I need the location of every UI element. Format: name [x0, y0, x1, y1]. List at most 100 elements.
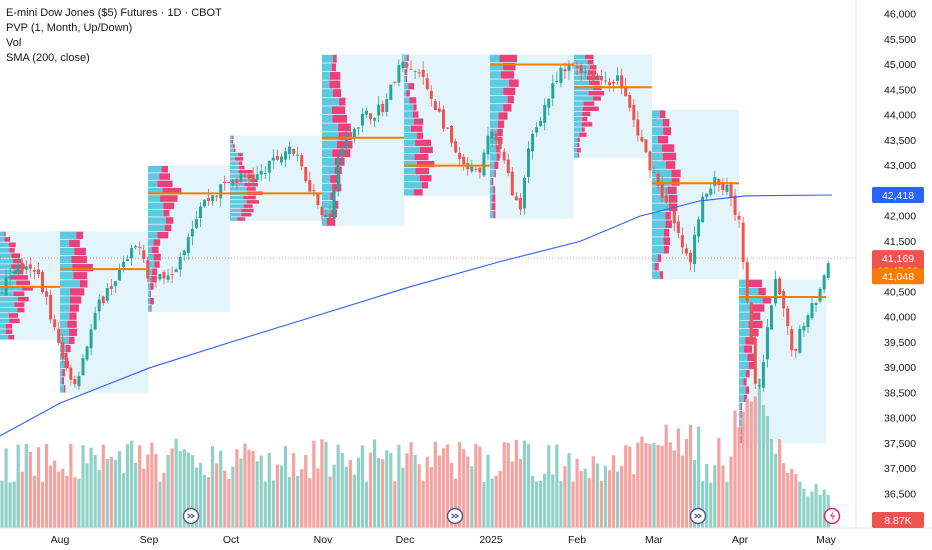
candle-body [360, 113, 364, 126]
candle-body [761, 362, 765, 388]
profile-bar-down [406, 90, 410, 97]
profile-bar-up [230, 157, 235, 161]
volume-bar [753, 396, 757, 528]
profile-bar-up [404, 153, 415, 161]
candle-body [612, 81, 616, 84]
candle-body [818, 288, 822, 302]
candle-body [409, 68, 413, 70]
volume-bar [413, 454, 417, 528]
profile-bar-up [652, 186, 668, 195]
candle-body [231, 180, 235, 185]
candle-body [810, 303, 814, 319]
volume-bar [101, 444, 105, 528]
rollover-arrow-glyph [187, 513, 196, 519]
volume-bar [186, 452, 190, 528]
indicator-sma[interactable]: SMA (200, close) [6, 52, 90, 64]
profile-bar-down [250, 178, 258, 183]
volume-bar [482, 482, 486, 528]
profile-bar-up [574, 60, 588, 65]
volume-bar [130, 440, 134, 528]
profile-bar-down [582, 106, 599, 111]
indicator-vol[interactable]: Vol [6, 37, 22, 49]
profile-bar-down [150, 297, 154, 305]
profile-bar-down [8, 313, 19, 318]
profile-bar-down [231, 139, 234, 144]
sma-price-badge [872, 186, 924, 203]
profile-bar-down [150, 283, 154, 290]
time-axis: Aug Sep Oct Nov Dec 2025 Feb Mar Apr May [51, 534, 837, 546]
volume-bar [121, 473, 126, 528]
price-tick-label: 37,000 [884, 463, 916, 475]
candle-body [522, 178, 526, 209]
candle-body [446, 127, 449, 129]
profile-bar-down [246, 187, 256, 191]
profile-bar-up [652, 211, 666, 220]
profile-bar-up [60, 304, 70, 312]
profile-bar-up [490, 95, 508, 104]
profile-bar-down [69, 239, 80, 248]
volume-bar [336, 444, 340, 528]
profile-bar-down [9, 247, 15, 253]
profile-bar-down [740, 435, 743, 444]
profile-bar-down [416, 132, 424, 139]
profile-bar-up [230, 200, 247, 204]
chart-title[interactable]: E-mini Dow Jones ($5) Futures · 1D · CBO… [6, 7, 222, 19]
candle-body [162, 272, 166, 279]
volume-profiles [0, 54, 826, 444]
profile-bar-up [0, 258, 14, 264]
volume-bar [778, 439, 782, 528]
candle-body [514, 196, 518, 201]
candle-body [470, 166, 474, 172]
profile-bar-down [339, 97, 346, 106]
candle-body [717, 179, 721, 186]
volume-bar [737, 427, 741, 528]
profile-bar-down [17, 296, 29, 302]
candle-body [741, 222, 745, 262]
profile-bar-down [69, 312, 77, 320]
candle-body [757, 385, 761, 387]
profile-bar-up [230, 144, 233, 148]
profile-bar-down [79, 280, 88, 288]
volume-bar [591, 456, 595, 528]
price-tick-label: 39,500 [884, 337, 916, 349]
volume-bar [389, 452, 393, 528]
candle-body [458, 152, 462, 159]
profile-bar-down [671, 169, 681, 178]
profile-bar-down [157, 231, 169, 239]
profile-bar-up [322, 54, 334, 63]
profile-bar-up [490, 71, 501, 79]
candle-body [701, 196, 705, 223]
volume-bar [559, 481, 563, 528]
profile-bar-down [592, 96, 601, 101]
profile-bar-up [60, 385, 64, 393]
profile-bar-down [588, 91, 605, 96]
profile-bar-down [654, 262, 659, 271]
profile-bar-down [415, 168, 429, 175]
profile-bar-down [582, 111, 591, 117]
volume-bar [377, 458, 381, 528]
profile-bar-up [0, 237, 5, 242]
profile-bar-down [744, 394, 748, 403]
candle-body [101, 296, 105, 304]
profile-bar-up [230, 148, 234, 153]
profile-bar-up [739, 287, 759, 296]
candle-body [814, 302, 818, 306]
profile-bar-down [497, 128, 503, 137]
profile-bar-up [148, 305, 151, 312]
profile-bar-down [659, 110, 666, 119]
candle-body [207, 198, 211, 201]
profile-bar-up [574, 116, 583, 122]
profile-bar-up [574, 137, 578, 143]
time-tick-label: Apr [732, 534, 749, 546]
profile-bar-down [69, 304, 79, 312]
indicator-pvp[interactable]: PVP (1, Month, Up/Down) [6, 22, 133, 34]
candle-body [405, 63, 409, 67]
candle-body [421, 69, 425, 77]
profile-bar-down [71, 255, 87, 264]
profile-bar-down [62, 369, 66, 377]
candle-body [798, 328, 802, 353]
candle-body [778, 278, 782, 294]
volume-bar [166, 454, 170, 528]
profile-bar-down [496, 153, 500, 161]
profile-bar-down [581, 122, 593, 127]
